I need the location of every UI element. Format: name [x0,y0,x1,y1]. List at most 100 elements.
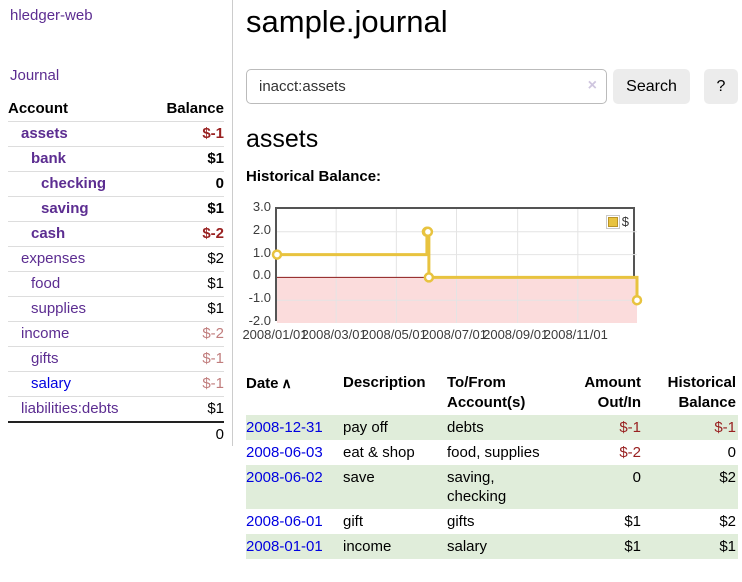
account-balance: $-2 [150,321,224,347]
transaction-description: eat & shop [343,444,415,461]
sidebar-item-journal[interactable]: Journal [10,67,60,84]
chart-title: Historical Balance: [246,168,382,185]
app-brand-link[interactable]: hledger-web [10,7,93,24]
transaction-row: 2008-06-03 eat & shop food, supplies $-2… [246,440,738,465]
transaction-date-link[interactable]: 2008-06-02 [246,469,323,486]
account-balance: $1 [150,271,224,297]
accounts-total-value: 0 [215,426,224,443]
transaction-description: pay off [343,419,388,436]
accounts-total-row: 0 [8,422,224,447]
clear-search-icon[interactable]: × [587,77,597,94]
y-tick-label: 3.0 [252,199,271,214]
transaction-date-link[interactable]: 2008-01-01 [246,538,323,555]
main-content: sample.journal × Search ? assets Histori… [242,0,738,559]
transaction-date-link[interactable]: 2008-06-01 [246,513,323,530]
transaction-accounts: debts [447,419,484,436]
account-row: saving $1 [8,196,224,222]
account-row: cash $-2 [8,221,224,247]
account-row: food $1 [8,271,224,297]
account-link-supplies[interactable]: supplies [31,300,87,317]
account-link-saving[interactable]: saving [41,200,89,217]
search-button[interactable]: Search [613,69,690,104]
account-link-cash[interactable]: cash [31,225,66,242]
chart-plot-area[interactable]: $ [271,207,643,323]
transaction-row: 2008-06-01 gift gifts $1 $2 [246,509,738,534]
balance-chart-svg [271,209,643,323]
account-row: checking 0 [8,171,224,197]
y-tick-label: -2.0 [248,313,271,328]
transaction-date-link[interactable]: 2008-12-31 [246,419,323,436]
account-balance: $-1 [150,346,224,372]
transaction-accounts: salary [447,538,488,555]
transaction-description: save [343,469,375,486]
transaction-amount: $1 [624,538,641,555]
column-header-description: Description [343,374,426,391]
account-row: supplies $1 [8,296,224,322]
account-balance: $-1 [150,121,224,147]
account-heading: assets [246,125,319,153]
account-link-assets[interactable]: assets [21,125,68,142]
account-link-expenses[interactable]: expenses [21,250,86,267]
page-title: sample.journal [246,4,448,39]
column-header-date[interactable]: Date ∧ [246,375,292,392]
account-link-bank[interactable]: bank [31,150,67,167]
search-form: × Search ? [246,69,738,104]
transaction-balance: $-1 [714,419,736,436]
account-balance: 0 [150,171,224,197]
account-row: liabilities:debts $1 [8,396,224,423]
account-balance: $1 [150,396,224,423]
x-tick-label: 2008/09/01 [483,327,549,342]
accounts-column-header: Account [8,97,151,122]
account-link-salary[interactable]: salary [31,375,72,392]
account-balance: $-2 [150,221,224,247]
account-balance: $1 [150,296,224,322]
column-header-balance: Historical Balance [667,374,736,411]
y-tick-label: 1.0 [252,244,271,260]
legend-series-label: $ [621,214,629,229]
transaction-accounts: gifts [447,513,475,530]
transaction-accounts: saving, checking [447,469,507,505]
transaction-accounts: food, supplies [447,444,540,461]
account-balance: $1 [150,146,224,172]
account-link-income[interactable]: income [21,325,70,342]
account-link-liabilities-debts[interactable]: liabilities:debts [21,400,119,417]
transaction-row: 2008-01-01 income salary $1 $1 [246,534,738,559]
account-link-gifts[interactable]: gifts [31,350,59,367]
account-balance: $2 [150,246,224,272]
column-header-accounts: To/From Account(s) [447,374,526,411]
x-tick-label: 2008/07/01 [421,327,488,342]
sidebar: hledger-web Journal Account Balance asse… [0,0,233,446]
transaction-date-link[interactable]: 2008-06-03 [246,444,323,461]
account-row: income $-2 [8,321,224,347]
historical-balance-chart: $ 3.0 2.0 1.0 0.0 -1.0 -2.0 2008/01/01 2008/03… [242,199,738,345]
transaction-balance: 0 [727,444,736,461]
y-tick-label: -1.0 [248,290,271,306]
account-link-food[interactable]: food [31,275,61,292]
account-row: expenses $2 [8,246,224,272]
account-row: salary $-1 [8,371,224,397]
account-row: assets $-1 [8,121,224,147]
transaction-amount: $-1 [619,419,641,436]
transaction-description: income [343,538,392,555]
account-link-checking[interactable]: checking [41,175,107,192]
x-tick-label: 2008/03/01 [301,327,367,342]
legend-color-swatch-icon [605,214,620,229]
balance-column-header: Balance [150,97,224,122]
x-tick-label: 2008/05/01 [361,327,427,342]
y-tick-label: 0.0 [252,267,271,283]
search-help-button[interactable]: ? [704,69,738,104]
transaction-row: 2008-12-31 pay off debts $-1 $-1 [246,415,738,440]
account-row: gifts $-1 [8,346,224,372]
y-tick-label: 2.0 [252,221,271,237]
account-balance: $-1 [150,371,224,397]
transaction-balance: $2 [719,469,736,486]
search-input[interactable] [246,69,607,104]
account-balance: $1 [150,196,224,222]
transaction-balance: $1 [719,538,736,555]
sort-ascending-icon: ∧ [281,375,292,391]
column-header-amount: Amount Out/In [584,374,641,411]
account-row: bank $1 [8,146,224,172]
transaction-row: 2008-06-02 save saving, checking 0 $2 [246,465,738,509]
chart-legend: $ [603,213,631,230]
transaction-amount: $1 [624,513,641,530]
